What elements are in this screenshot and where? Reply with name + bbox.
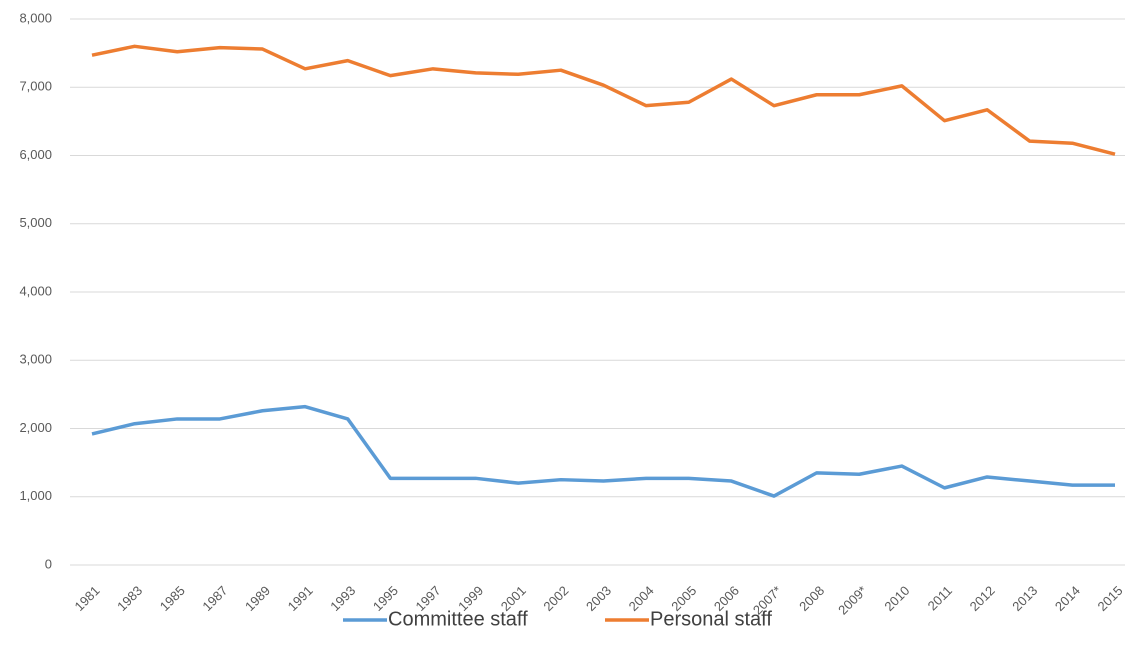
x-tick-label: 2011 bbox=[925, 583, 955, 613]
x-tick-label: 1991 bbox=[285, 583, 316, 614]
legend-label: Personal staff bbox=[650, 608, 772, 630]
x-tick-label: 2008 bbox=[796, 583, 827, 614]
y-tick-label: 5,000 bbox=[19, 215, 52, 230]
x-tick-label: 2015 bbox=[1094, 583, 1125, 614]
x-tick-label: 2009* bbox=[835, 583, 870, 618]
x-tick-label: 1985 bbox=[157, 583, 188, 614]
y-tick-label: 4,000 bbox=[19, 283, 52, 298]
x-tick-label: 1989 bbox=[242, 583, 273, 614]
line bbox=[91, 404, 1115, 498]
x-tick-label: 1981 bbox=[71, 583, 102, 614]
y-tick-label: 8,000 bbox=[19, 10, 52, 25]
x-tick-label: 2002 bbox=[540, 583, 571, 614]
x-tick-label: 2014 bbox=[1052, 583, 1083, 614]
x-tick-label: 2003 bbox=[583, 583, 614, 614]
x-tick-label: 1983 bbox=[114, 583, 145, 614]
x-tick-label: 1993 bbox=[327, 583, 358, 614]
y-tick-label: 2,000 bbox=[19, 420, 52, 435]
legend-label: Committee staff bbox=[388, 608, 528, 630]
line bbox=[91, 44, 1116, 156]
y-tick-label: 0 bbox=[45, 556, 52, 571]
x-tick-label: 2013 bbox=[1009, 583, 1040, 614]
y-tick-label: 6,000 bbox=[19, 147, 52, 162]
x-tick-label: 2010 bbox=[881, 583, 912, 614]
x-tick-label: 2012 bbox=[967, 583, 998, 614]
y-tick-label: 1,000 bbox=[19, 488, 52, 503]
x-tick-label: 1987 bbox=[199, 583, 230, 614]
y-tick-label: 3,000 bbox=[19, 352, 52, 367]
y-tick-label: 7,000 bbox=[19, 79, 52, 94]
